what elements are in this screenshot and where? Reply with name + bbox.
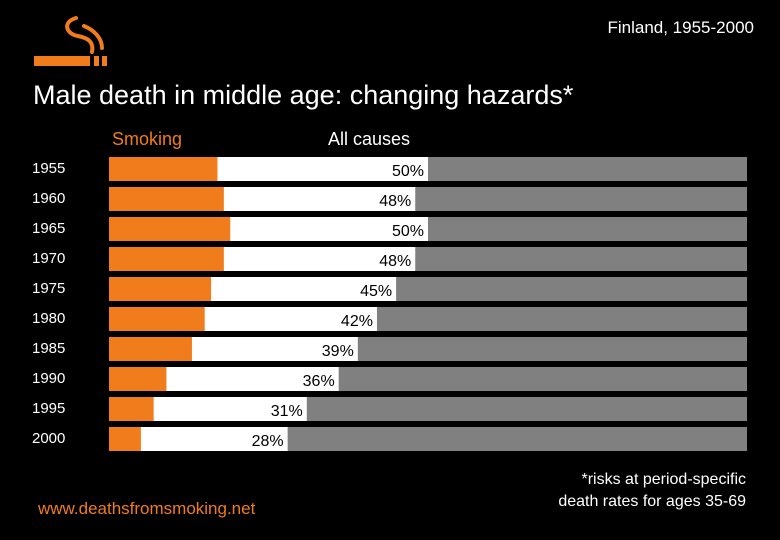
footnote-line-1: *risks at period-specific (581, 471, 747, 488)
bar-smoking (109, 367, 167, 391)
year-label: 1975 (32, 280, 65, 297)
all-causes-value-label: 36% (303, 373, 335, 390)
smoking-value-label: 7 (137, 403, 146, 420)
bar-smoking (109, 307, 205, 331)
cigarette-smoke-icon (34, 16, 107, 66)
year-label: 1980 (32, 310, 65, 327)
all-causes-value-label: 31% (271, 403, 303, 420)
all-causes-value-label: 50% (392, 163, 424, 180)
year-label: 1995 (32, 400, 65, 417)
all-causes-value-label: 39% (322, 343, 354, 360)
smoking-value-label: 9 (150, 373, 159, 390)
bar-smoking (109, 337, 192, 361)
year-label: 1965 (32, 220, 65, 237)
all-causes-value-label: 48% (379, 193, 411, 210)
footnote: *risks at period-specific death rates fo… (456, 469, 746, 513)
smoking-value-label: 15 (179, 313, 197, 330)
year-label: 2000 (32, 430, 65, 447)
year-label: 1955 (32, 160, 65, 177)
bar-smoking (109, 277, 212, 301)
year-label: 1960 (32, 190, 65, 207)
smoking-value-label: 19 (204, 223, 222, 240)
smoking-value-label: 18 (198, 253, 216, 270)
bar-smoking (109, 247, 224, 271)
legend-smoking: Smoking (112, 129, 183, 149)
smoking-value-label: 17 (192, 163, 210, 180)
all-causes-value-label: 42% (341, 313, 373, 330)
bar-smoking (109, 217, 231, 241)
bar-smoking (109, 397, 154, 421)
all-causes-value-label: 28% (252, 433, 284, 450)
all-causes-value-label: 48% (379, 253, 411, 270)
smoking-value-label: 13 (166, 343, 184, 360)
region-label: Finland, 1955-2000 (607, 18, 754, 37)
all-causes-value-label: 45% (360, 283, 392, 300)
website-url[interactable]: www.deathsfromsmoking.net (38, 499, 256, 518)
year-label: 1970 (32, 250, 65, 267)
smoking-value-label: 16 (185, 283, 203, 300)
year-label: 1990 (32, 370, 65, 387)
smoking-value-label: 18 (198, 193, 216, 210)
bar-smoking (109, 157, 218, 181)
bar-smoking (109, 187, 224, 211)
legend-all-causes: All causes (328, 129, 411, 149)
footnote-line-2: death rates for ages 35-69 (558, 493, 746, 510)
all-causes-value-label: 50% (392, 223, 424, 240)
chart-title: Male death in middle age: changing hazar… (33, 80, 574, 110)
year-label: 1985 (32, 340, 65, 357)
bar-smoking (109, 427, 141, 451)
smoking-value-label: 5 (124, 433, 133, 450)
